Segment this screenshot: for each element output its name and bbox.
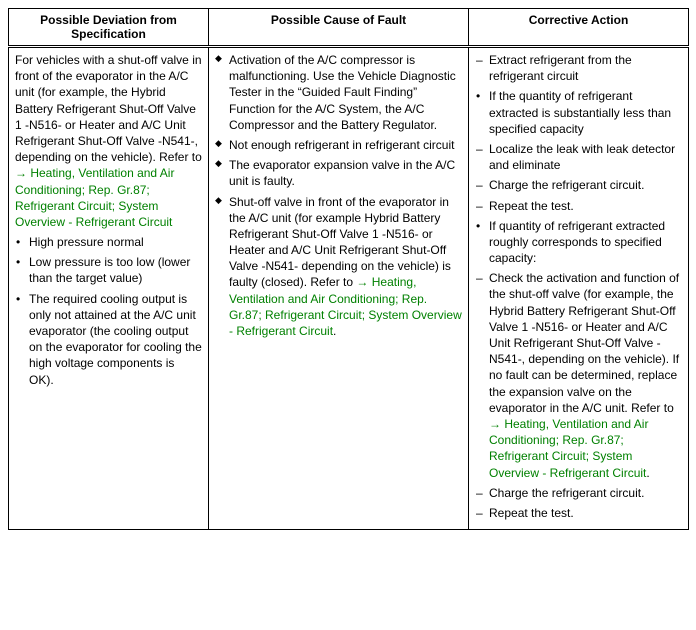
- list-item: Charge the refrigerant circuit.: [475, 485, 682, 501]
- cause-text-pre: Shut-off valve in front of the evaporato…: [229, 195, 451, 290]
- deviation-intro: For vehicles with a shut-off valve in fr…: [15, 52, 202, 230]
- deviation-list: High pressure normal Low pressure is too…: [15, 234, 202, 388]
- list-item: Extract refrigerant from the refrigerant…: [475, 52, 682, 84]
- list-item: If the quantity of refrigerant extracted…: [475, 88, 682, 137]
- action-link[interactable]: → Heating, Ventilation and Air Condition…: [489, 417, 648, 480]
- list-item: Repeat the test.: [475, 505, 682, 521]
- cause-list: Activation of the A/C compressor is malf…: [215, 52, 462, 339]
- action-text-pre: Check the activation and function of the…: [489, 271, 679, 415]
- list-item: Low pressure is too low (lower than the …: [15, 254, 202, 286]
- list-item: Not enough refrigerant in refrigerant ci…: [215, 137, 462, 153]
- deviation-intro-link[interactable]: → Heating, Ventilation and Air Condition…: [15, 166, 174, 229]
- list-item: The required cooling output is only not …: [15, 291, 202, 388]
- header-row: Possible Deviation from Specification Po…: [9, 9, 689, 47]
- list-item: Shut-off valve in front of the evaporato…: [215, 194, 462, 340]
- list-item: Localize the leak with leak detector and…: [475, 141, 682, 173]
- action-list: Extract refrigerant from the refrigerant…: [475, 52, 682, 521]
- cause-text-post: .: [333, 324, 336, 338]
- header-cause: Possible Cause of Fault: [209, 9, 469, 47]
- list-item: Charge the refrigerant circuit.: [475, 177, 682, 193]
- list-item: Activation of the A/C compressor is malf…: [215, 52, 462, 133]
- troubleshooting-table: Possible Deviation from Specification Po…: [8, 8, 689, 530]
- cell-action: Extract refrigerant from the refrigerant…: [469, 47, 689, 530]
- list-item: The evaporator expansion valve in the A/…: [215, 157, 462, 189]
- list-item: If quantity of refrigerant extracted rou…: [475, 218, 682, 267]
- list-item: Check the activation and function of the…: [475, 270, 682, 480]
- cell-cause: Activation of the A/C compressor is malf…: [209, 47, 469, 530]
- table-row: For vehicles with a shut-off valve in fr…: [9, 47, 689, 530]
- action-text-post: .: [646, 466, 649, 480]
- list-item: High pressure normal: [15, 234, 202, 250]
- cell-deviation: For vehicles with a shut-off valve in fr…: [9, 47, 209, 530]
- header-deviation: Possible Deviation from Specification: [9, 9, 209, 47]
- deviation-intro-text: For vehicles with a shut-off valve in fr…: [15, 53, 202, 164]
- list-item: Repeat the test.: [475, 198, 682, 214]
- header-action: Corrective Action: [469, 9, 689, 47]
